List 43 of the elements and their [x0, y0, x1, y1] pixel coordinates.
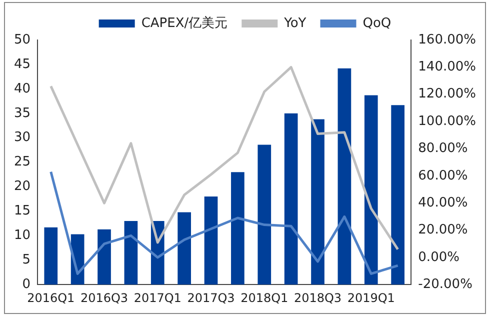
- y-tick-label: 25: [14, 154, 31, 170]
- y2-tick-label: 60.00%: [418, 168, 468, 184]
- legend-label: CAPEX/亿美元: [141, 14, 228, 31]
- y-tick-label: 10: [14, 228, 31, 244]
- y2-tick-label: 140.00%: [418, 60, 476, 75]
- bar: [284, 113, 298, 285]
- bar: [231, 172, 244, 285]
- legend-label: QoQ: [362, 16, 392, 31]
- y2-tick-label: 160.00%: [418, 32, 476, 48]
- y2-tick-label: 40.00%: [418, 195, 468, 210]
- y-tick-label: 15: [14, 204, 31, 219]
- y2-tick-label: 80.00%: [418, 141, 468, 156]
- y-tick-label: 0: [22, 276, 31, 292]
- y2-tick-label: 120.00%: [418, 86, 476, 102]
- y-tick-label: 50: [14, 32, 31, 48]
- x-tick-label: 2017Q3: [187, 290, 235, 305]
- x-tick-label: 2018Q3: [294, 290, 342, 305]
- bar: [364, 95, 378, 285]
- bar: [44, 227, 58, 285]
- y2-tick-label: 20.00%: [418, 222, 468, 238]
- legend-label: YoY: [283, 16, 306, 31]
- bar: [204, 196, 218, 285]
- x-tick-label: 2018Q1: [240, 290, 288, 305]
- x-tick-label: 2017Q1: [134, 290, 182, 305]
- y-tick-label: 20: [14, 179, 31, 194]
- y2-tick-label: 100.00%: [418, 114, 476, 129]
- y-tick-label: 35: [14, 106, 31, 121]
- bar: [338, 68, 352, 285]
- y-tick-label: 5: [22, 252, 31, 268]
- x-tick-label: 2019Q1: [347, 290, 395, 305]
- bar: [98, 229, 111, 285]
- x-tick-label: 2016Q1: [27, 290, 75, 305]
- y-tick-label: 30: [14, 130, 31, 146]
- y2-tick-label: -20.00%: [418, 276, 472, 292]
- y2-tick-label: 0.00%: [418, 250, 460, 265]
- y-tick-label: 45: [14, 56, 31, 72]
- bar: [124, 221, 138, 285]
- bar: [311, 119, 324, 285]
- bar: [258, 144, 272, 285]
- bar: [178, 212, 191, 285]
- bar: [391, 105, 404, 285]
- y-tick-label: 40: [14, 81, 31, 96]
- x-tick-label: 2016Q3: [80, 290, 128, 305]
